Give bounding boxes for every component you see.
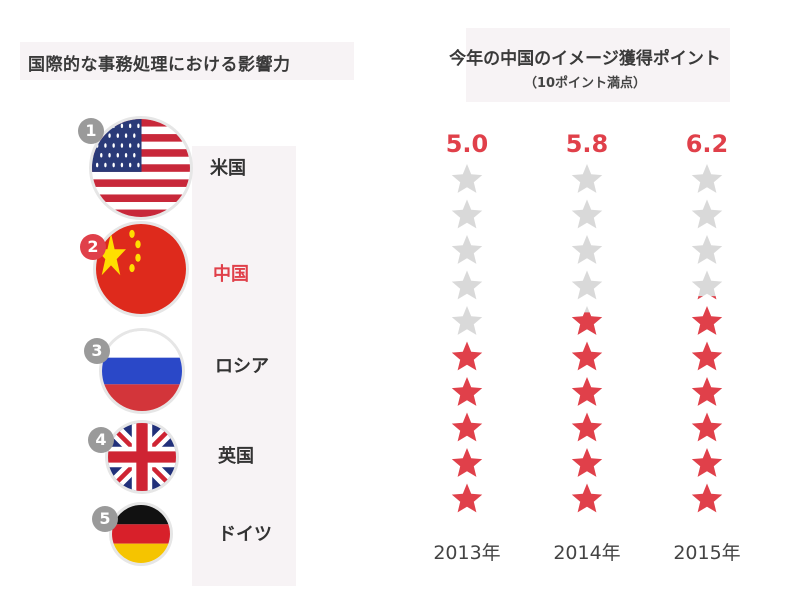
- star-2-4: [571, 377, 603, 406]
- star-1-5: [451, 341, 483, 371]
- star-2-8: [571, 235, 603, 264]
- star-3-10: [691, 164, 723, 193]
- influence-title-panel: 国際的な事務処理における影響力: [20, 42, 354, 80]
- influence-title: 国際的な事務処理における影響力: [28, 55, 291, 75]
- star-3-5: [691, 341, 723, 371]
- star-3-2: [691, 448, 723, 477]
- rank-badge-1: 1: [78, 118, 104, 144]
- star-3-1: [691, 483, 723, 513]
- rank-badge-5: 5: [92, 506, 118, 532]
- year-label-2: 2014年: [553, 542, 621, 564]
- star-1-6: [451, 306, 483, 335]
- star-1-8: [451, 235, 483, 264]
- star-2-5: [571, 341, 603, 371]
- star-3-6: [691, 306, 723, 335]
- star-2-2: [571, 448, 603, 477]
- uk-flag-icon: [108, 423, 176, 491]
- country-label-usa: 米国: [210, 158, 246, 179]
- star-1-9: [451, 199, 483, 229]
- points-title-panel: [466, 28, 730, 102]
- star-2-3: [571, 412, 603, 442]
- star-1-10: [451, 164, 483, 193]
- star-3-7: [691, 270, 723, 300]
- country-label-germany: ドイツ: [218, 524, 272, 545]
- year-label-1: 2013年: [433, 542, 501, 564]
- star-points-chart: [451, 164, 723, 513]
- star-partial-fill-3: [697, 296, 717, 300]
- star-3-9: [691, 199, 723, 229]
- score-label-3: 6.2: [685, 130, 729, 158]
- star-partial-fill-2: [571, 312, 603, 335]
- star-2-10: [571, 164, 603, 193]
- points-subtitle: （10ポイント満点）: [523, 76, 647, 91]
- star-2-9: [571, 199, 603, 229]
- star-1-4: [451, 377, 483, 406]
- star-3-8: [691, 235, 723, 264]
- rank-badge-3: 3: [84, 338, 110, 364]
- russia-flag-icon: [102, 331, 182, 411]
- star-3-4: [691, 377, 723, 406]
- star-1-2: [451, 448, 483, 477]
- points-title: 今年の中国のイメージ獲得ポイント: [449, 49, 721, 69]
- score-label-1: 5.0: [445, 130, 489, 158]
- score-label-2: 5.8: [565, 130, 609, 158]
- country-label-uk: 英国: [218, 446, 254, 467]
- year-label-3: 2015年: [673, 542, 741, 564]
- rank-badge-4: 4: [88, 427, 114, 453]
- country-label-russia: ロシア: [215, 356, 269, 377]
- usa-flag-icon: [92, 119, 190, 217]
- star-1-1: [451, 483, 483, 513]
- rank-badge-2: 2: [80, 234, 106, 260]
- star-2-1: [571, 483, 603, 513]
- star-1-3: [451, 412, 483, 442]
- star-1-7: [451, 270, 483, 300]
- star-3-3: [691, 412, 723, 442]
- germany-flag-icon: [112, 505, 170, 563]
- china-flag-icon: [96, 224, 186, 314]
- country-label-china: 中国: [213, 264, 249, 285]
- country-label-panel: [192, 146, 296, 586]
- star-2-7: [571, 270, 603, 300]
